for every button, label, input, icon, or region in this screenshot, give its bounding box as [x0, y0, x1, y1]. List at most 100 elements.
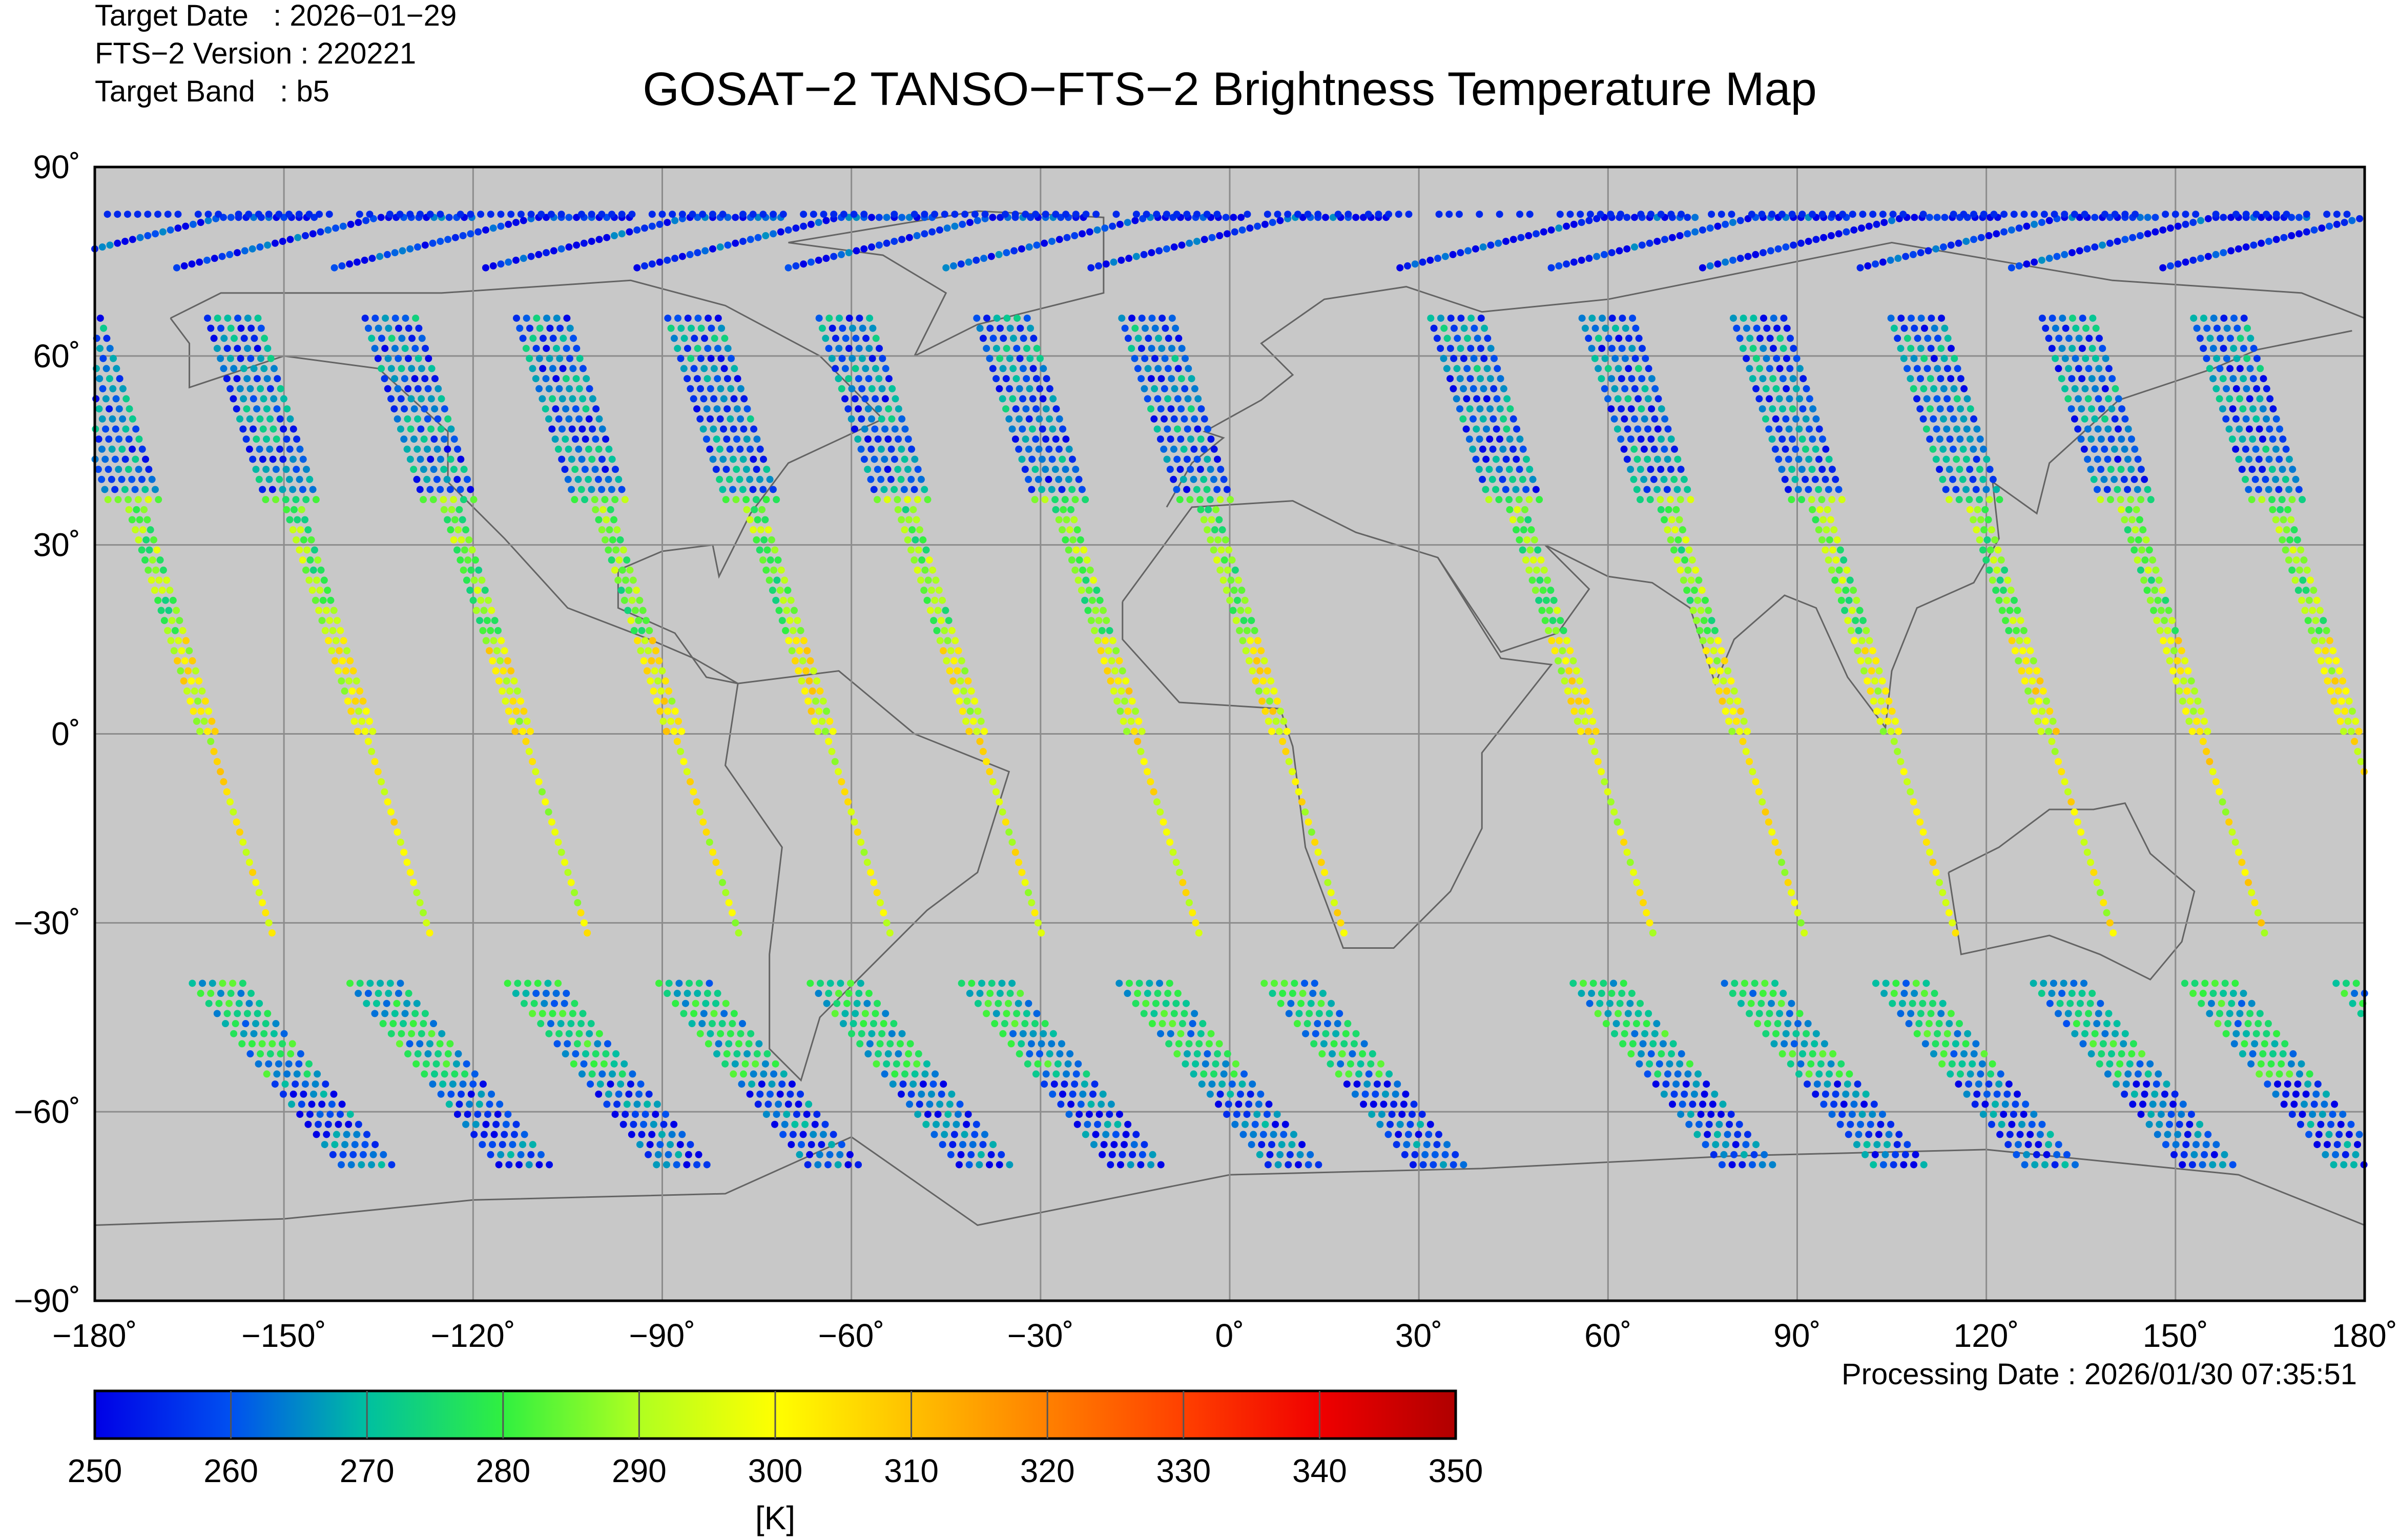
data-point	[1749, 990, 1757, 997]
data-point	[2150, 607, 2158, 614]
data-point	[2134, 455, 2142, 463]
data-point	[753, 1050, 761, 1058]
data-point	[907, 546, 915, 554]
data-point	[353, 1131, 361, 1138]
data-point	[410, 466, 418, 473]
data-point	[1677, 466, 1685, 473]
data-point	[1172, 1000, 1180, 1007]
data-point	[231, 335, 238, 342]
data-point	[1831, 576, 1839, 584]
data-point	[575, 385, 583, 392]
data-point	[2203, 324, 2211, 332]
data-point	[648, 222, 656, 230]
data-point	[1586, 707, 1594, 715]
data-point	[813, 1111, 821, 1118]
data-point	[690, 395, 697, 403]
data-point	[1577, 727, 1585, 735]
data-point	[595, 1030, 603, 1037]
data-point	[242, 1020, 250, 1028]
data-point	[209, 980, 216, 987]
data-point	[1979, 475, 1987, 483]
data-point	[1036, 385, 1044, 392]
data-point	[491, 617, 499, 625]
data-point	[1275, 727, 1283, 735]
data-point	[377, 214, 385, 221]
data-point	[271, 1080, 279, 1088]
data-point	[2304, 1080, 2312, 1088]
data-point	[568, 425, 576, 433]
data-point	[353, 258, 361, 266]
data-point	[1111, 667, 1119, 675]
data-point	[863, 859, 871, 866]
data-point	[1203, 211, 1211, 218]
data-point	[374, 768, 382, 776]
data-point	[1581, 717, 1589, 725]
data-point	[2067, 798, 2075, 806]
data-point	[671, 255, 679, 262]
data-point	[582, 1050, 590, 1058]
data-point	[1197, 1030, 1205, 1037]
data-point	[2202, 1141, 2210, 1149]
data-point	[1025, 1000, 1032, 1007]
data-point	[581, 496, 589, 504]
data-point	[1712, 1141, 1720, 1149]
data-point	[1536, 496, 1543, 504]
data-point	[1766, 365, 1773, 372]
data-point	[2001, 566, 2009, 574]
data-point	[527, 1151, 535, 1158]
data-point	[2073, 1020, 2080, 1028]
data-point	[1678, 211, 1685, 218]
data-point	[1634, 425, 1642, 433]
data-point	[1435, 211, 1443, 218]
data-point	[1187, 466, 1194, 473]
data-point	[1766, 395, 1773, 403]
data-point	[1367, 1060, 1375, 1068]
data-point	[1132, 1000, 1140, 1007]
data-point	[2059, 315, 2066, 322]
data-point	[1972, 486, 1980, 493]
data-point	[1860, 667, 1868, 675]
data-point	[1664, 455, 1671, 463]
data-point	[361, 256, 368, 264]
data-point	[707, 1030, 714, 1037]
data-point	[2339, 677, 2347, 685]
data-point	[193, 717, 200, 725]
data-point	[2196, 1120, 2204, 1128]
data-point	[860, 211, 868, 218]
data-point	[604, 1040, 611, 1048]
data-point	[610, 1060, 618, 1068]
data-point	[1795, 1070, 1803, 1078]
data-point	[1679, 526, 1686, 534]
data-point	[967, 687, 975, 695]
data-point	[2087, 859, 2095, 866]
data-point	[1127, 717, 1135, 725]
data-point	[1822, 546, 1829, 554]
data-point	[1535, 596, 1543, 604]
data-point	[1464, 247, 1472, 255]
data-point	[578, 425, 586, 433]
data-point	[1976, 466, 1983, 473]
data-point	[2169, 1100, 2177, 1108]
data-point	[761, 516, 769, 524]
data-point	[256, 1000, 263, 1007]
data-point	[1016, 1050, 1023, 1058]
data-point	[1244, 211, 1251, 218]
data-point	[1993, 566, 2001, 574]
data-point	[818, 1141, 825, 1149]
data-point	[957, 1151, 965, 1158]
data-point	[2084, 395, 2092, 403]
data-point	[1624, 395, 1632, 403]
data-point	[234, 249, 241, 257]
data-point	[474, 228, 482, 236]
data-point	[610, 516, 617, 524]
data-point	[1106, 1111, 1113, 1118]
data-point	[138, 546, 146, 554]
data-point	[2235, 455, 2243, 463]
data-point	[1588, 315, 1596, 322]
data-point	[2282, 445, 2290, 453]
data-point	[262, 909, 270, 917]
data-point	[959, 707, 966, 715]
data-point	[880, 486, 888, 493]
data-point	[305, 576, 313, 584]
data-point	[668, 697, 676, 705]
